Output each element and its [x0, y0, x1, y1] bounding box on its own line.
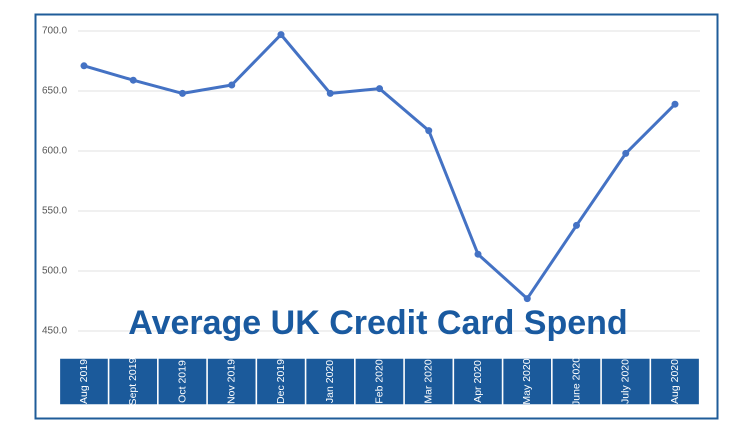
point — [425, 127, 433, 135]
x-tick-label: Jan 2020 — [324, 360, 336, 403]
y-tick-label: 600.0 — [42, 146, 67, 157]
category-box — [649, 357, 701, 406]
y-tick-label: 700.0 — [42, 26, 67, 37]
x-tick-label: Mar 2020 — [423, 359, 435, 404]
point — [671, 100, 679, 108]
point — [474, 250, 482, 258]
y-tick-label: 500.0 — [42, 266, 67, 277]
point — [80, 62, 88, 70]
x-tick-label: June 2020 — [570, 357, 582, 406]
point — [573, 221, 580, 229]
category-box — [403, 357, 455, 406]
point — [129, 76, 137, 84]
point — [523, 295, 531, 303]
y-tick-label: 650.0 — [42, 86, 67, 97]
point — [622, 149, 630, 157]
point — [376, 85, 383, 93]
x-tick-label: Dec 2019 — [275, 359, 287, 404]
category-box — [206, 357, 258, 406]
category-box — [452, 357, 504, 406]
category-box — [255, 357, 307, 406]
x-tick-label: Aug 2019 — [78, 359, 90, 404]
x-tick-label: Oct 2019 — [176, 360, 188, 403]
x-tick-label: Apr 2020 — [472, 360, 484, 403]
y-tick-label: 550.0 — [42, 206, 67, 217]
category-box — [551, 357, 602, 406]
frame — [34, 13, 719, 420]
plot: 450.0 500.0 550.0 600.0 650.0 700.0 Aug 2019 Se… — [42, 26, 701, 406]
x-tick-label: Feb 2020 — [373, 359, 385, 404]
x-tick-label: Sept 2019 — [127, 357, 139, 405]
point — [228, 81, 236, 89]
point — [326, 89, 334, 97]
y-tick-label: 450.0 — [42, 326, 67, 337]
x-tick-label: Nov 2019 — [226, 359, 238, 404]
category-box — [600, 357, 652, 406]
category-box — [501, 357, 553, 406]
point — [277, 31, 285, 39]
category-box — [58, 357, 110, 406]
x-tick-label: May 2020 — [521, 358, 533, 404]
category-box — [354, 357, 405, 406]
x-tick-label: Aug 2020 — [669, 359, 681, 404]
chart-title: Average UK Credit Card Spend — [128, 304, 627, 342]
point — [179, 89, 186, 97]
x-tick-label: July 2020 — [620, 359, 632, 404]
category-box — [157, 357, 208, 406]
